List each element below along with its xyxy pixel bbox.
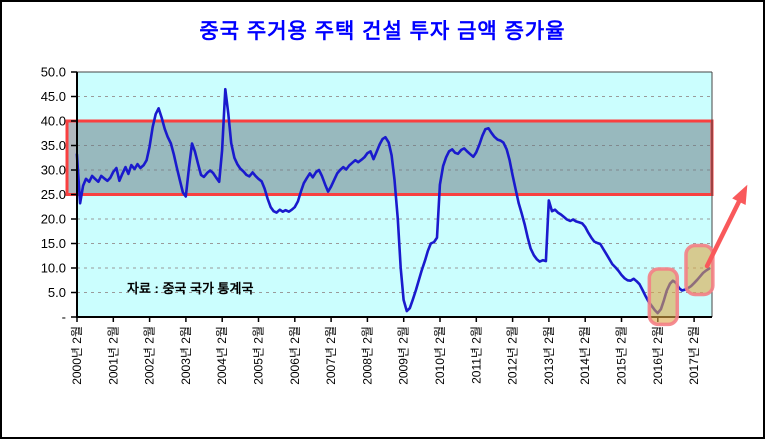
x-tick-label: 2008년 2월 <box>360 326 374 385</box>
x-tick-label: 2012년 2월 <box>506 326 520 385</box>
source-note: 자료 : 중국 국가 통계국 <box>127 281 253 296</box>
x-tick-label: 2015년 2월 <box>615 326 629 385</box>
x-tick-label: 2016년 2월 <box>651 326 665 385</box>
x-tick-label: 2007년 2월 <box>324 326 338 385</box>
y-tick-label: 5.0 <box>48 285 66 300</box>
trend-arrow-shaft <box>704 195 743 269</box>
y-tick-label: 20.0 <box>41 212 66 227</box>
y-tick-label: 15.0 <box>41 236 66 251</box>
x-tick-label: 2009년 2월 <box>397 326 411 385</box>
chart-title: 중국 주거용 주택 건설 투자 금액 증가율 <box>199 20 566 43</box>
x-tick-label: 2001년 2월 <box>106 326 120 385</box>
x-tick-label: 2013년 2월 <box>542 326 556 385</box>
x-tick-label: 2005년 2월 <box>252 326 266 385</box>
x-tick-label: 2002년 2월 <box>143 326 157 385</box>
x-tick-label: 2006년 2월 <box>288 326 302 385</box>
trend-arrow-head <box>732 184 748 206</box>
y-tick-label: - <box>62 310 66 325</box>
x-tick-label: 2000년 2월 <box>70 326 84 385</box>
y-tick-label: 30.0 <box>41 163 66 178</box>
y-tick-label: 35.0 <box>41 138 66 153</box>
y-tick-label: 45.0 <box>41 89 66 104</box>
y-tick-label: 10.0 <box>41 261 66 276</box>
x-tick-label: 2017년 2월 <box>687 326 701 385</box>
data-line <box>75 87 711 315</box>
x-tick-label: 2011년 2월 <box>469 326 483 384</box>
y-tick-label: 50.0 <box>41 65 66 80</box>
x-tick-label: 2003년 2월 <box>179 326 193 385</box>
x-tick-label: 2010년 2월 <box>433 326 447 385</box>
highlight-box-2016-trough <box>647 267 680 327</box>
reference-band <box>65 119 714 196</box>
highlight-box-2017-rebound <box>684 243 715 297</box>
y-tick-label: 40.0 <box>41 114 66 129</box>
y-tick-label: 25.0 <box>41 187 66 202</box>
x-tick-label: 2004년 2월 <box>215 326 229 385</box>
x-tick-label: 2014년 2월 <box>578 326 592 385</box>
